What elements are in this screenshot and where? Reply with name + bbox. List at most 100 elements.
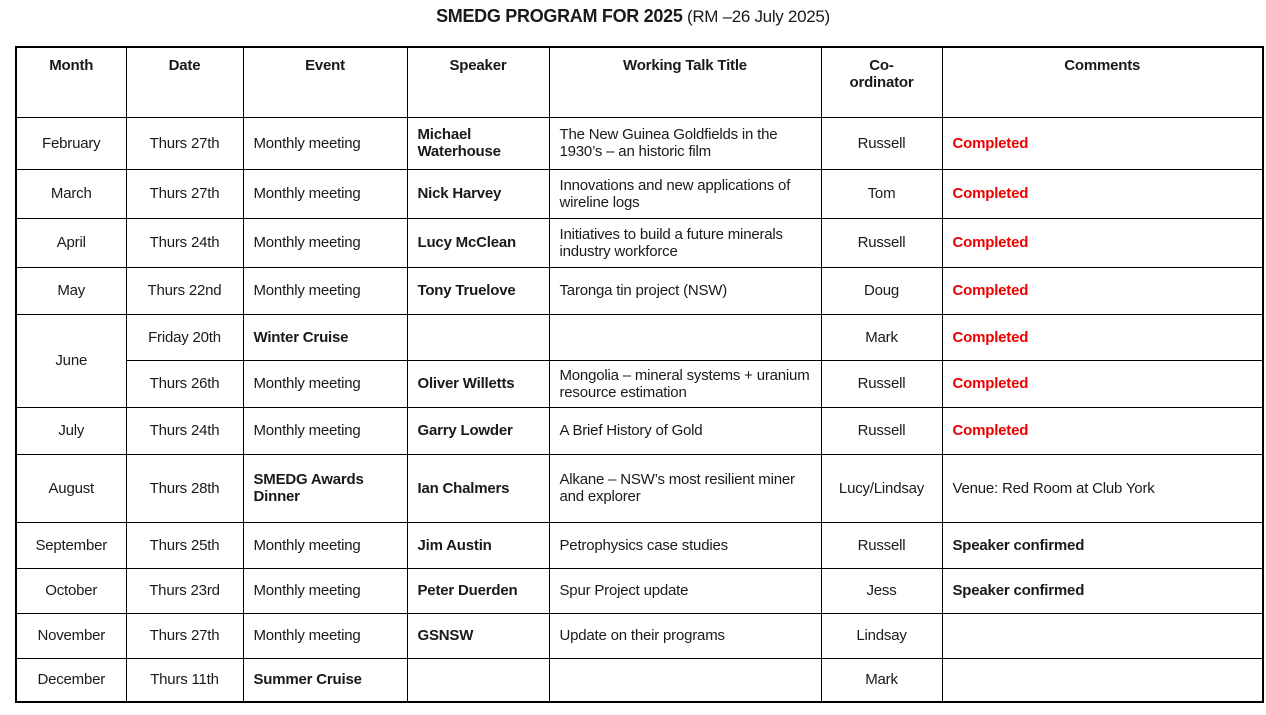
month-cell: February	[15, 116, 127, 170]
speaker-cell: Oliver Willetts	[406, 359, 550, 408]
coordinator-cell: Russell	[820, 359, 943, 408]
comment-cell	[941, 657, 1264, 703]
event-cell: Monthly meeting	[242, 266, 408, 315]
month-cell: March	[15, 168, 127, 219]
table-row: July Thurs 24th Monthly meeting Garry Lowde…	[15, 406, 1264, 455]
table-row: September Thurs 25th Monthly meeting Jim Au…	[15, 521, 1264, 569]
table-row: February Thurs 27th Monthly meeting Michael…	[15, 116, 1264, 170]
table-row: June Friday 20th Winter Cruise Mark Complete…	[15, 313, 1264, 408]
month-cell: June	[15, 313, 127, 408]
table-row: November Thurs 27th Monthly meeting GSNSW Up…	[15, 612, 1264, 659]
table-row: March Thurs 27th Monthly meeting Nick Harve…	[15, 168, 1264, 219]
comment-cell: Completed	[941, 217, 1264, 268]
coordinator-cell: Lucy/Lindsay	[820, 453, 943, 523]
date-cell: Thurs 24th	[125, 406, 244, 455]
coordinator-cell: Lindsay	[820, 612, 943, 659]
column-header-speaker: Speaker	[406, 46, 550, 118]
event-cell: Summer Cruise	[242, 657, 408, 703]
header-row: Month Date Event Speaker Working Talk Title C…	[15, 46, 1264, 118]
comment-cell: Speaker confirmed	[941, 521, 1264, 569]
speaker-cell: Lucy McClean	[406, 217, 550, 268]
working-talk-title-cell: Alkane – NSW’s most resilient miner and …	[548, 453, 822, 523]
event-cell: Monthly meeting	[242, 168, 408, 219]
month-cell: November	[15, 612, 127, 659]
event-cell: Monthly meeting	[242, 612, 408, 659]
event-cell: Monthly meeting	[242, 116, 408, 170]
month-cell: August	[15, 453, 127, 523]
date-cell: Thurs 22nd	[125, 266, 244, 315]
working-talk-title-cell	[548, 657, 822, 703]
date-cell: Friday 20th	[125, 313, 244, 361]
working-talk-title-cell: Spur Project update	[548, 567, 822, 614]
speaker-cell: Garry Lowder	[406, 406, 550, 455]
column-header-label: Date	[168, 57, 201, 74]
month-cell: May	[15, 266, 127, 315]
coordinator-cell: Jess	[820, 567, 943, 614]
column-header-label: Co-ordinator	[849, 57, 914, 91]
table-row: April Thurs 24th Monthly meeting Lucy McCle…	[15, 217, 1264, 268]
column-header-co-ordinator: Co-ordinator	[820, 46, 943, 118]
column-header-comments: Comments	[941, 46, 1264, 118]
event-cell: SMEDG Awards Dinner	[242, 453, 408, 523]
working-talk-title-cell: Petrophysics case studies	[548, 521, 822, 569]
working-talk-title-cell: Initiatives to build a future minerals i…	[548, 217, 822, 268]
column-header-date: Date	[125, 46, 244, 118]
column-header-month: Month	[15, 46, 127, 118]
speaker-cell: Jim Austin	[406, 521, 550, 569]
table-row: October Thurs 23rd Monthly meeting Peter Du…	[15, 567, 1264, 614]
column-header-event: Event	[242, 46, 408, 118]
month-cell: December	[15, 657, 127, 703]
column-header-label: Month	[49, 57, 94, 74]
column-header-label: Comments	[1064, 57, 1141, 74]
table-row: Thurs 26th Monthly meeting Oliver Willetts…	[16, 359, 1264, 408]
month-cell: July	[15, 406, 127, 455]
working-talk-title-cell: Innovations and new applications of wire…	[548, 168, 822, 219]
event-cell: Monthly meeting	[242, 217, 408, 268]
coordinator-cell: Russell	[820, 217, 943, 268]
speaker-cell: GSNSW	[406, 612, 550, 659]
month-cell: September	[15, 521, 127, 569]
coordinator-cell: Mark	[820, 313, 943, 361]
column-header-label: Working Talk Title	[623, 57, 747, 74]
speaker-cell: Michael Waterhouse	[406, 116, 550, 170]
event-cell: Monthly meeting	[242, 406, 408, 455]
date-cell: Thurs 27th	[125, 116, 244, 170]
working-talk-title-cell: The New Guinea Goldfields in the 1930’s …	[548, 116, 822, 170]
speaker-cell: Tony Truelove	[406, 266, 550, 315]
working-talk-title-cell	[548, 313, 822, 361]
page-title: SMEDG PROGRAM FOR 2025 (RM –26 July 2025…	[0, 0, 1266, 46]
page-title-suffix: (RM –26 July 2025)	[682, 7, 830, 26]
coordinator-cell: Russell	[820, 406, 943, 455]
month-cell: October	[15, 567, 127, 614]
speaker-cell: Ian Chalmers	[406, 453, 550, 523]
working-talk-title-cell: Taronga tin project (NSW)	[548, 266, 822, 315]
working-talk-title-cell: A Brief History of Gold	[548, 406, 822, 455]
date-cell: Thurs 28th	[125, 453, 244, 523]
page-title-main: SMEDG PROGRAM FOR 2025	[436, 6, 683, 26]
column-header-working-talk-title: Working Talk Title	[548, 46, 822, 118]
column-header-label: Event	[305, 57, 345, 74]
working-talk-title-cell: Mongolia – mineral systems + uranium res…	[548, 359, 822, 408]
coordinator-cell: Mark	[820, 657, 943, 703]
table-row: August Thurs 28th SMEDG Awards Dinner Ian C…	[15, 453, 1264, 523]
comment-cell: Completed	[941, 313, 1264, 361]
coordinator-cell: Doug	[820, 266, 943, 315]
coordinator-cell: Tom	[820, 168, 943, 219]
speaker-cell	[406, 657, 550, 703]
month-cell: April	[15, 217, 127, 268]
date-cell: Thurs 25th	[125, 521, 244, 569]
program-table-body: February Thurs 27th Monthly meeting Michael…	[15, 116, 1264, 703]
comment-cell: Venue: Red Room at Club York	[941, 453, 1264, 523]
table-row: December Thurs 11th Summer Cruise Mark	[15, 657, 1264, 703]
comment-cell: Completed	[941, 266, 1264, 315]
table-row: May Thurs 22nd Monthly meeting Tony Truelov…	[15, 266, 1264, 315]
coordinator-cell: Russell	[820, 116, 943, 170]
comment-cell	[941, 612, 1264, 659]
event-cell: Monthly meeting	[242, 567, 408, 614]
event-cell: Monthly meeting	[242, 521, 408, 569]
event-cell: Winter Cruise	[242, 313, 408, 361]
comment-cell: Completed	[941, 168, 1264, 219]
speaker-cell: Peter Duerden	[406, 567, 550, 614]
date-cell: Thurs 24th	[125, 217, 244, 268]
